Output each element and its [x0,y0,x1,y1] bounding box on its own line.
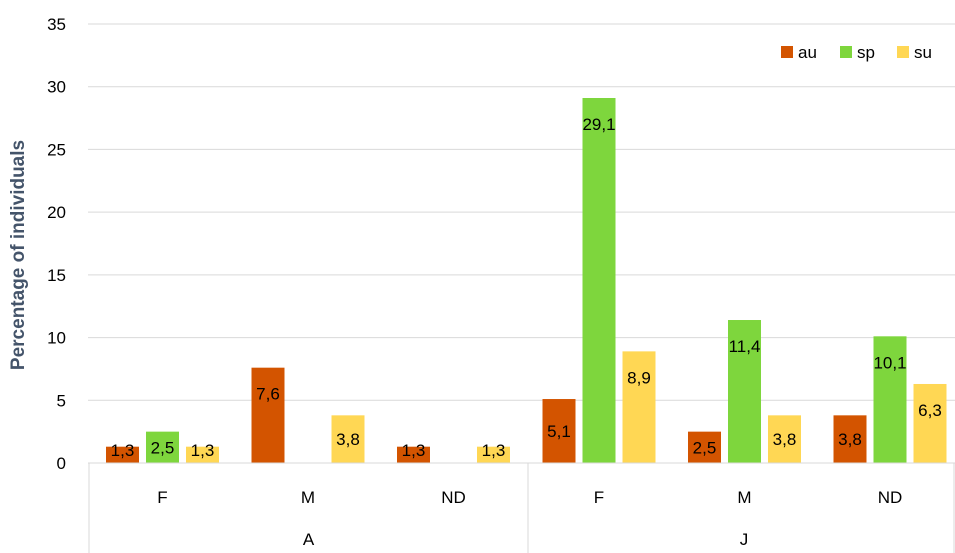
data-label-su-4: 3,8 [773,430,797,449]
legend-label-sp: sp [857,43,875,62]
data-label-au-5: 3,8 [838,430,862,449]
y-tick-label: 30 [47,78,66,97]
legend: au sp su [781,43,932,62]
y-tick-label: 15 [47,266,66,285]
bar-su-4 [768,415,801,463]
data-label-sp-5: 10,1 [873,353,906,372]
bar-su-5 [913,383,947,463]
bar-au-2 [397,446,430,463]
bar-au-5 [833,415,867,463]
data-label-au-2: 1,3 [402,441,426,460]
data-label-su-1: 3,8 [336,430,360,449]
data-label-su-5: 6,3 [918,401,942,420]
y-tick-label: 35 [47,15,66,34]
gridlines [88,23,955,464]
y-tick-label: 25 [47,140,66,159]
x-group-label: J [740,530,749,549]
bars [106,98,947,463]
x-category-label: M [301,488,315,507]
x-category-label: M [737,488,751,507]
x-category-label: ND [441,488,466,507]
legend-swatch-sp [840,46,852,58]
data-label-sp-0: 2,5 [151,438,175,457]
data-label-su-3: 8,9 [627,368,651,387]
bar-su-1 [331,415,365,463]
legend-label-au: au [798,43,817,62]
bar-au-0 [106,446,139,463]
y-axis-ticks: 0 5 10 15 20 25 30 35 [47,15,66,473]
data-label-au-1: 7,6 [256,385,280,404]
legend-swatch-au [781,46,793,58]
x-group-label: A [303,530,315,549]
data-label-sp-3: 29,1 [582,115,615,134]
bar-au-3 [542,399,576,463]
data-label-au-4: 2,5 [693,438,717,457]
data-label-su-2: 1,3 [482,441,506,460]
bar-sp-4 [728,320,761,463]
data-label-au-0: 1,3 [111,441,135,460]
data-labels: 1,3 7,6 1,3 5,1 2,5 3,8 2,5 29,1 11,4 10,1 1,3 3,8 1… [111,115,942,460]
x-category-label: F [594,488,604,507]
y-tick-label: 20 [47,203,66,222]
y-axis-label: Percentage of individuals [8,140,29,370]
x-category-label: F [157,488,167,507]
legend-swatch-su [897,46,909,58]
bar-au-4 [688,431,721,463]
y-tick-label: 10 [47,329,66,348]
data-label-au-3: 5,1 [547,422,571,441]
bar-su-2 [477,446,510,463]
bar-sp-5 [873,336,907,463]
y-tick-label: 0 [57,454,66,473]
bar-sp-0 [146,431,179,463]
x-category-label: ND [878,488,903,507]
legend-label-su: su [914,43,932,62]
y-tick-label: 5 [57,391,66,410]
data-label-sp-4: 11,4 [729,337,761,356]
bar-su-0 [186,446,219,463]
bar-au-1 [251,367,285,463]
bar-su-3 [622,351,656,463]
data-label-su-0: 1,3 [191,441,215,460]
bar-sp-3 [582,98,616,463]
x-axis: F M ND F M ND A J [88,462,955,553]
